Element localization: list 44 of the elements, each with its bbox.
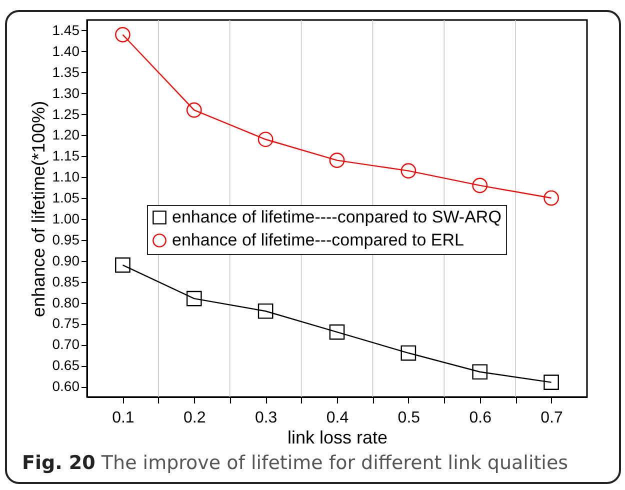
y-tick-label: 1.20 — [52, 126, 80, 143]
y-tick-label: 0.60 — [52, 378, 80, 394]
legend-label: enhance of lifetime----conpared to SW-ARQ — [172, 208, 502, 226]
y-tick-label: 1.25 — [52, 106, 80, 122]
point — [544, 190, 559, 206]
point — [472, 178, 488, 194]
x-tick-label: 0.4 — [326, 410, 349, 426]
point — [115, 257, 130, 273]
x-tick-label: 0.6 — [469, 410, 492, 426]
point — [329, 324, 345, 340]
y-tick-label: 0.65 — [52, 357, 80, 374]
x-axis-title: link loss rate — [287, 428, 388, 448]
y-tick-label: 0.80 — [52, 294, 80, 310]
y-tick-label: 0.95 — [52, 231, 80, 248]
point — [186, 102, 202, 118]
caption: Fig. 20 The improve of lifetime for different link qualities — [22, 452, 568, 474]
point — [258, 132, 274, 148]
point — [329, 152, 345, 168]
point — [400, 163, 416, 178]
x-tick-label: 0.7 — [540, 410, 564, 426]
y-tick-label: 0.75 — [52, 315, 80, 332]
y-tick-label: 1.35 — [52, 64, 80, 80]
y-tick-label: 1.00 — [52, 210, 80, 226]
point — [472, 364, 488, 380]
point — [115, 27, 130, 42]
point — [186, 290, 202, 306]
x-tick-label: 0.2 — [184, 410, 206, 426]
point — [258, 303, 274, 319]
y-tick-label: 1.10 — [52, 168, 80, 185]
x-tick-label: 0.3 — [254, 410, 278, 426]
y-axis-title: enhance of lifetime(*100%) — [28, 100, 48, 318]
y-tick-label: 1.05 — [52, 190, 80, 206]
y-tick-label: 0.85 — [52, 273, 80, 290]
point — [400, 345, 416, 361]
y-tick-label: 0.90 — [52, 252, 80, 268]
y-tick-label: 1.45 — [52, 22, 80, 38]
y-tick-label: 1.30 — [52, 84, 80, 101]
x-tick-label: 0.1 — [112, 410, 134, 426]
x-tick-label: 0.5 — [398, 410, 420, 426]
y-tick-label: 1.40 — [52, 42, 80, 59]
legend-label: enhance of lifetime---compared to ERL — [172, 230, 464, 250]
y-tick-label: 1.15 — [52, 148, 80, 164]
point — [544, 374, 559, 390]
y-tick-label: 0.70 — [52, 336, 80, 352]
